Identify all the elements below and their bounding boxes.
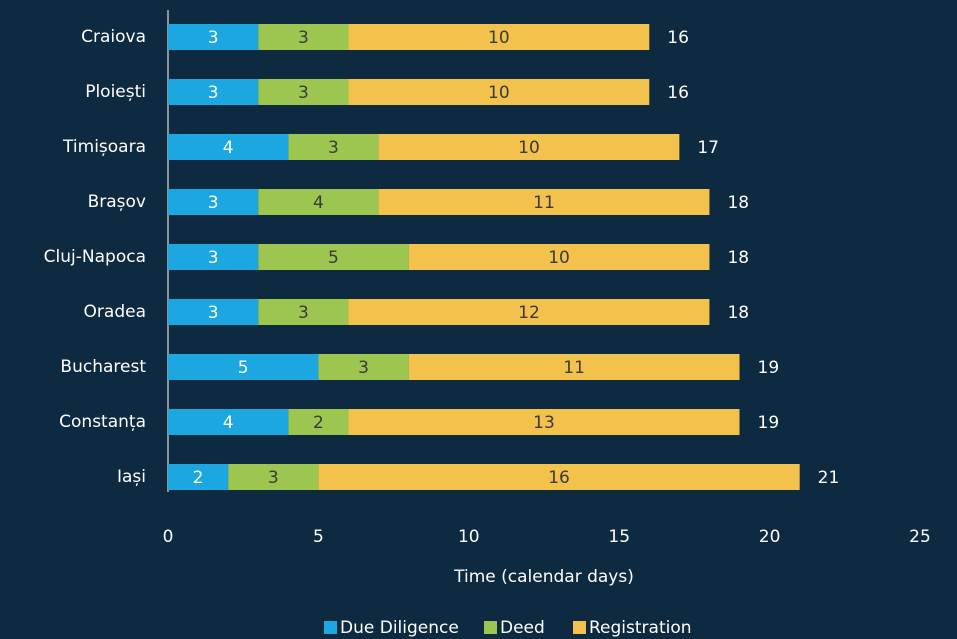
bar-segment xyxy=(408,354,740,380)
total-label: 21 xyxy=(818,468,840,488)
bar-segment xyxy=(318,354,409,380)
bar-segment xyxy=(258,79,349,105)
segment-label: 2 xyxy=(193,468,204,488)
segment-label: 11 xyxy=(563,358,585,378)
segment-label: 3 xyxy=(298,83,309,103)
segment-label: 3 xyxy=(208,193,219,213)
y-tick-label: Timișoara xyxy=(62,137,146,157)
x-axis-label: Time (calendar days) xyxy=(453,567,634,587)
bar-segment xyxy=(258,299,349,325)
segment-label: 16 xyxy=(548,468,570,488)
y-tick-label: Ploiești xyxy=(85,82,146,102)
bar-segment xyxy=(168,354,319,380)
segment-label: 10 xyxy=(488,83,510,103)
total-label: 16 xyxy=(667,28,689,48)
bar-segment xyxy=(288,409,349,435)
bar-segment xyxy=(228,464,319,490)
total-label: 19 xyxy=(758,358,780,378)
x-tick-label: 10 xyxy=(458,527,480,547)
legend-swatch xyxy=(324,621,337,634)
legend-swatch xyxy=(484,621,497,634)
total-label: 16 xyxy=(667,83,689,103)
x-tick-label: 5 xyxy=(313,527,324,547)
y-tick-label: Iași xyxy=(117,467,146,487)
bar-segment xyxy=(348,299,710,325)
bar-segment xyxy=(168,244,259,270)
segment-label: 10 xyxy=(518,138,540,158)
total-label: 17 xyxy=(697,138,719,158)
total-label: 19 xyxy=(758,413,780,433)
segment-label: 5 xyxy=(238,358,249,378)
x-tick-label: 0 xyxy=(163,527,174,547)
segment-label: 3 xyxy=(208,248,219,268)
y-tick-label: Bucharest xyxy=(60,357,146,377)
segment-label: 3 xyxy=(298,303,309,323)
y-tick-label: Craiova xyxy=(81,27,146,47)
bar-segment xyxy=(258,24,349,50)
segment-label: 4 xyxy=(223,413,234,433)
segment-label: 12 xyxy=(518,303,540,323)
segment-label: 10 xyxy=(488,28,510,48)
y-tick-label: Constanța xyxy=(59,412,146,432)
bar-segment xyxy=(168,189,259,215)
segment-label: 4 xyxy=(223,138,234,158)
segment-label: 3 xyxy=(208,83,219,103)
bar-segment xyxy=(318,464,800,490)
legend-swatch xyxy=(573,621,586,634)
segment-label: 4 xyxy=(313,193,324,213)
segment-label: 3 xyxy=(358,358,369,378)
bar-segment xyxy=(408,244,710,270)
legend-label: Due Diligence xyxy=(340,618,459,638)
bar-segment xyxy=(168,409,289,435)
segment-label: 10 xyxy=(548,248,570,268)
segment-label: 11 xyxy=(533,193,555,213)
x-tick-label: 15 xyxy=(608,527,630,547)
bar-segment xyxy=(168,464,229,490)
bar-segment xyxy=(348,409,740,435)
y-tick-label: Oradea xyxy=(84,302,146,322)
y-tick-label: Brașov xyxy=(88,192,146,212)
total-label: 18 xyxy=(727,193,749,213)
x-tick-label: 20 xyxy=(759,527,781,547)
bar-segment xyxy=(168,24,259,50)
y-tick-label: Cluj-Napoca xyxy=(44,247,146,267)
segment-label: 3 xyxy=(208,28,219,48)
bar-segment xyxy=(288,134,379,160)
segment-label: 3 xyxy=(298,28,309,48)
bar-segment xyxy=(258,189,379,215)
segment-label: 3 xyxy=(208,303,219,323)
bar-segment xyxy=(348,79,650,105)
bar-segment xyxy=(348,24,650,50)
bar-segment xyxy=(378,134,680,160)
bar-segment xyxy=(168,299,259,325)
segment-label: 5 xyxy=(328,248,339,268)
segment-label: 3 xyxy=(328,138,339,158)
bar-segment xyxy=(168,134,289,160)
segment-label: 2 xyxy=(313,413,324,433)
total-label: 18 xyxy=(727,248,749,268)
legend-label: Deed xyxy=(500,618,545,638)
segment-label: 13 xyxy=(533,413,555,433)
legend-label: Registration xyxy=(589,618,692,638)
segment-label: 3 xyxy=(268,468,279,488)
x-tick-label: 25 xyxy=(909,527,931,547)
total-label: 18 xyxy=(727,303,749,323)
bar-segment xyxy=(258,244,409,270)
bar-segment xyxy=(378,189,710,215)
bar-segment xyxy=(168,79,259,105)
